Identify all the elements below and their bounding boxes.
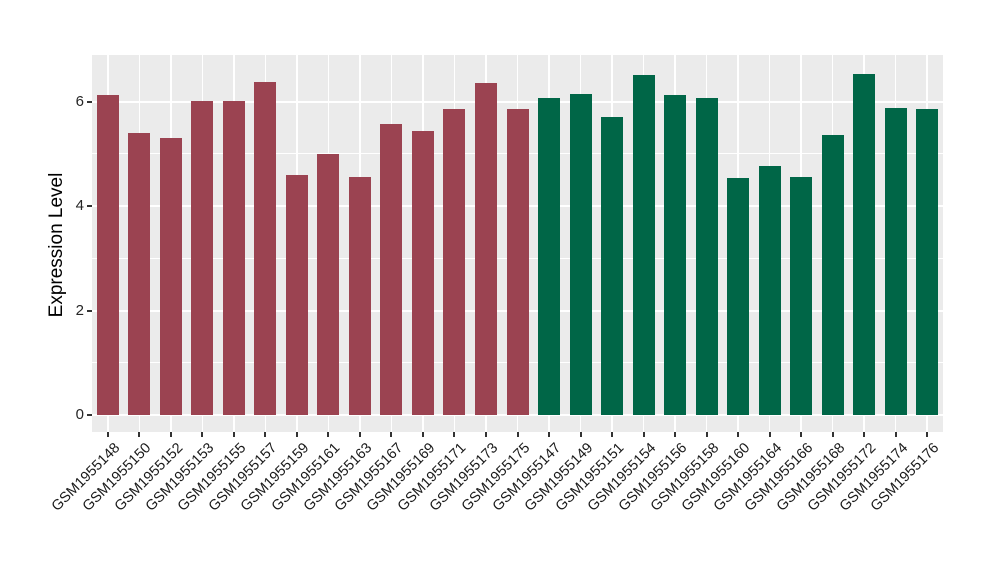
x-tick-mark <box>390 432 393 437</box>
bar-GSM1955164 <box>758 165 781 415</box>
bar-GSM1955171 <box>443 108 466 415</box>
x-tick-mark <box>831 432 834 437</box>
x-tick-mark <box>800 432 803 437</box>
bar-GSM1955176 <box>916 108 939 415</box>
bar-GSM1955160 <box>727 177 750 415</box>
bar-GSM1955175 <box>506 109 529 415</box>
bar-GSM1955159 <box>285 175 308 415</box>
y-tick-label: 0 <box>75 406 84 424</box>
x-tick-mark <box>516 432 519 437</box>
bar-GSM1955152 <box>159 137 182 415</box>
x-tick-mark <box>768 432 771 437</box>
y-tick-mark <box>87 205 92 207</box>
bar-GSM1955150 <box>128 132 151 415</box>
x-tick-mark <box>894 432 897 437</box>
x-tick-mark <box>484 432 487 437</box>
bar-GSM1955151 <box>601 117 624 415</box>
bar-GSM1955157 <box>254 82 277 415</box>
x-tick-mark <box>863 432 866 437</box>
x-tick-mark <box>201 432 204 437</box>
x-tick-mark <box>642 432 645 437</box>
y-tick-mark <box>87 309 92 312</box>
x-tick-mark <box>327 432 330 437</box>
x-tick-mark <box>358 432 361 437</box>
x-tick-mark <box>548 432 551 437</box>
bar-GSM1955167 <box>380 123 403 415</box>
bar-GSM1955147 <box>538 97 561 415</box>
plot-panel <box>92 55 943 432</box>
bar-GSM1955153 <box>191 100 214 415</box>
bar-GSM1955148 <box>96 94 119 415</box>
x-tick-mark <box>169 432 172 437</box>
y-axis-title: Expression Level <box>46 172 67 318</box>
bar-GSM1955166 <box>790 177 813 415</box>
x-tick-mark <box>453 432 456 437</box>
x-tick-mark <box>737 432 740 437</box>
x-tick-mark <box>926 432 929 437</box>
bar-GSM1955174 <box>884 108 907 415</box>
bar-GSM1955172 <box>853 73 876 415</box>
y-tick-mark <box>87 100 92 103</box>
x-tick-mark <box>674 432 677 437</box>
bar-GSM1955149 <box>569 93 592 415</box>
bar-GSM1955154 <box>632 75 655 415</box>
bar-GSM1955158 <box>695 98 718 415</box>
y-tick-label: 2 <box>75 301 84 319</box>
x-tick-mark <box>264 432 267 437</box>
y-tick-mark <box>87 414 92 416</box>
bar-GSM1955156 <box>664 94 687 415</box>
y-tick-label: 4 <box>75 197 84 215</box>
x-tick-mark <box>611 432 614 437</box>
bar-GSM1955173 <box>474 83 497 415</box>
bar-GSM1955155 <box>222 100 245 415</box>
x-tick-mark <box>232 432 235 437</box>
bar-GSM1955161 <box>317 154 340 415</box>
x-tick-mark <box>295 432 298 437</box>
x-tick-mark <box>705 432 708 437</box>
x-tick-mark <box>106 432 109 437</box>
bar-GSM1955163 <box>348 176 371 415</box>
x-tick-mark <box>138 432 141 437</box>
bar-GSM1955168 <box>821 134 844 415</box>
x-tick-mark <box>421 432 424 437</box>
y-tick-label: 6 <box>75 92 84 110</box>
bar-GSM1955169 <box>411 130 434 415</box>
x-tick-mark <box>579 432 582 437</box>
